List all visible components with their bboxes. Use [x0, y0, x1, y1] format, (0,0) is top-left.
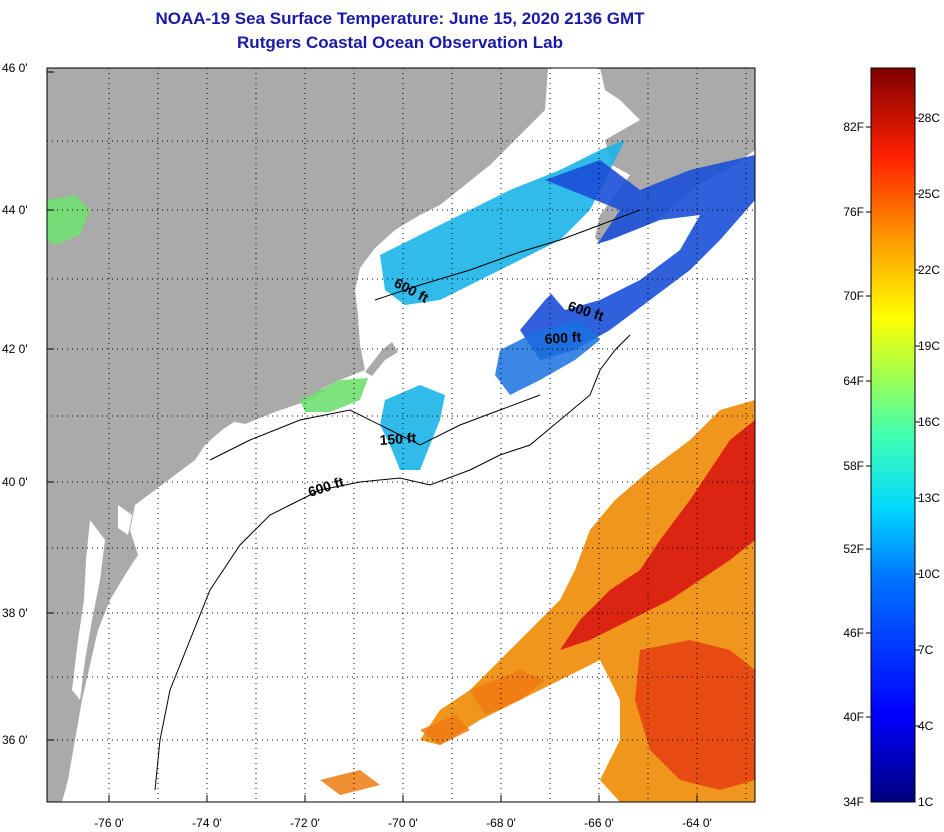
colorbar-ticks [866, 117, 920, 727]
cb-label-7c: 7C [918, 643, 934, 657]
cb-label-70f: 70F [843, 289, 864, 303]
cb-label-28c: 28C [918, 111, 940, 125]
lat-label-38: 38 0' [2, 606, 28, 620]
cb-label-22c: 22C [918, 263, 940, 277]
lat-label-42: 42 0' [2, 342, 28, 356]
cb-label-25c: 25C [918, 187, 940, 201]
cb-label-64f: 64F [843, 374, 864, 388]
sst-southern-warm [635, 640, 755, 790]
sst-inland-lake [47, 195, 90, 245]
cb-label-19c: 19C [918, 339, 940, 353]
cb-label-34f: 34F [843, 795, 864, 809]
lon-label-74: -74 0' [192, 816, 222, 830]
cb-label-1c: 1C [918, 795, 934, 809]
contour-150ft [209, 394, 541, 461]
cb-label-10c: 10C [918, 567, 940, 581]
lon-label-64: -64 0' [682, 816, 712, 830]
colorbar [870, 67, 916, 803]
contour-600ft-shelf [154, 334, 631, 791]
lon-label-66: -66 0' [584, 816, 614, 830]
cb-label-4c: 4C [918, 719, 934, 733]
lon-label-68: -68 0' [486, 816, 516, 830]
grid-lines [47, 68, 755, 802]
cb-label-76f: 76F [843, 205, 864, 219]
lat-label-44: 44 0' [2, 203, 28, 217]
cb-label-16c: 16C [918, 415, 940, 429]
cb-label-46f: 46F [843, 626, 864, 640]
land-us-northeast [47, 68, 548, 802]
lat-label-36: 36 0' [2, 733, 28, 747]
sst-scotian-blue [495, 320, 600, 395]
sst-georges-bank [380, 385, 445, 470]
lon-label-70: -70 0' [388, 816, 418, 830]
contour-label-600ft-3: 600 ft [544, 328, 582, 347]
sst-warm-patches [320, 670, 545, 795]
cb-label-40f: 40F [843, 710, 864, 724]
map-subtitle: Rutgers Coastal Ocean Observation Lab [237, 33, 563, 52]
lat-label-40: 40 0' [2, 475, 28, 489]
contour-600ft-gulf [374, 209, 641, 301]
delaware-bay [118, 505, 132, 535]
sst-coastal-green [300, 378, 368, 412]
land-long-island [225, 388, 330, 424]
map-frame [46, 67, 756, 803]
lon-label-72: -72 0' [290, 816, 320, 830]
cb-label-58f: 58F [843, 459, 864, 473]
land-cape-cod [365, 342, 398, 376]
cb-label-13c: 13C [918, 491, 940, 505]
cb-label-82f: 82F [843, 120, 864, 134]
axis-ticks [47, 71, 698, 802]
cb-label-52f: 52F [843, 542, 864, 556]
lat-label-46: 46 0' [2, 61, 28, 75]
lon-label-76: -76 0' [94, 816, 124, 830]
sst-gulf-stream-hot [560, 420, 755, 650]
sst-white-gap [548, 215, 700, 310]
chesapeake-bay [72, 520, 105, 700]
contour-label-150ft: 150 ft [379, 429, 417, 448]
map-title: NOAA-19 Sea Surface Temperature: June 15… [155, 9, 645, 28]
